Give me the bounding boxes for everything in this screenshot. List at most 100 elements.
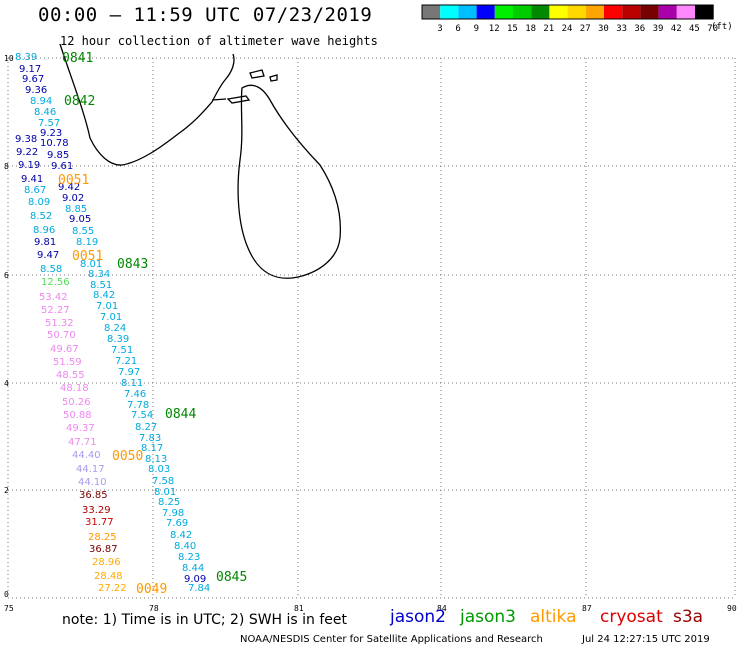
legend-jason2: jason2	[390, 607, 446, 627]
colorbar-label: 15	[507, 24, 518, 34]
colorbar-swatch	[622, 5, 641, 19]
track-time-label: 0844	[165, 407, 196, 422]
colorbar-swatch	[440, 5, 459, 19]
wave-height-label: 9.81	[34, 237, 56, 248]
wave-height-label: 7.69	[166, 518, 188, 529]
wave-height-label: 36.87	[89, 544, 118, 555]
colorbar-swatch	[458, 5, 477, 19]
sri-lanka-coastline	[237, 84, 342, 279]
wave-height-label: 8.40	[174, 541, 196, 552]
wave-height-label: 10.78	[40, 138, 69, 149]
wave-height-label: 28.48	[94, 571, 123, 582]
legend-jason3: jason3	[460, 607, 516, 627]
wave-height-label: 27.22	[98, 583, 127, 594]
wave-height-label: 48.18	[60, 383, 89, 394]
wave-height-label: 9.19	[18, 160, 40, 171]
colorbar-unit: (ft)	[711, 22, 733, 32]
track-time-label: 0843	[117, 257, 148, 272]
wave-height-label: 9.47	[37, 250, 59, 261]
colorbar-label: 36	[634, 24, 645, 34]
wave-height-label: 8.09	[28, 197, 50, 208]
wave-height-label: 8.96	[33, 225, 55, 236]
wave-height-label: 8.03	[148, 464, 170, 475]
colorbar-frame	[421, 4, 714, 20]
sri-lanka-india-coastline	[59, 43, 342, 279]
colorbar-label: 21	[543, 24, 554, 34]
wave-height-label: 7.58	[152, 476, 174, 487]
colorbar-label: 24	[562, 24, 573, 34]
colorbar: 3 6 9 12 15 18 21 24 27 30 33 36 39 42 45 70	[421, 4, 718, 34]
wave-height-label: 8.13	[145, 454, 167, 465]
colorbar-label: 70	[707, 24, 718, 34]
wave-height-label: 9.05	[69, 214, 91, 225]
colorbar-swatch	[476, 5, 495, 19]
wave-height-label: 7.51	[111, 345, 133, 356]
wave-height-label: 8.94	[30, 96, 52, 107]
wave-height-label: 48.55	[56, 370, 85, 381]
wave-height-label: 8.24	[104, 323, 126, 334]
colorbar-swatch	[422, 5, 441, 19]
colorbar-swatch	[549, 5, 568, 19]
credit-line: NOAA/NESDIS Center for Satellite Applica…	[240, 634, 543, 645]
colorbar-swatch	[658, 5, 677, 19]
wave-height-label: 9.36	[25, 85, 47, 96]
wave-height-label: 8.85	[65, 204, 87, 215]
colorbar-swatch	[513, 5, 532, 19]
jaffna-islet-1	[249, 69, 265, 79]
jaffna-islet-2	[269, 74, 278, 82]
x-tick-label: 87	[582, 604, 592, 613]
x-tick-label: 75	[4, 604, 14, 613]
wave-height-label: 9.61	[51, 161, 73, 172]
y-tick-label: 6	[4, 271, 9, 280]
wave-height-label: 9.38	[15, 134, 37, 145]
wave-height-label: 8.67	[24, 185, 46, 196]
map-subtitle: 12 hour collection of altimeter wave hei…	[60, 34, 378, 48]
y-tick-label: 10	[4, 54, 14, 63]
wave-height-label: 9.22	[16, 147, 38, 158]
wave-height-label: 7.78	[127, 400, 149, 411]
colorbar-swatch	[695, 5, 714, 19]
wave-height-label: 9.09	[184, 574, 206, 585]
wave-height-label: 8.01	[80, 259, 102, 270]
colorbar-swatch	[676, 5, 695, 19]
colorbar-swatch	[531, 5, 550, 19]
colorbar-swatch	[640, 5, 659, 19]
wave-height-label: 7.84	[188, 583, 210, 594]
colorbar-label: 6	[455, 24, 460, 34]
wave-height-marks: 8.399.179.679.368.948.467.579.239.38 10.7…	[15, 51, 247, 597]
wave-height-label: 50.88	[63, 410, 92, 421]
wave-height-label: 8.46	[34, 107, 56, 118]
colorbar-label: 18	[525, 24, 536, 34]
x-tick-label: 90	[727, 604, 737, 613]
wave-height-label: 8.42	[93, 290, 115, 301]
wave-height-label: 9.67	[22, 74, 44, 85]
legend-cryosat: cryosat	[600, 607, 663, 627]
colorbar-swatch	[567, 5, 586, 19]
footnote: note: 1) Time is in UTC; 2) SWH is in fe…	[62, 612, 348, 628]
colorbar-label: 3	[437, 24, 442, 34]
wave-height-label: 8.42	[170, 530, 192, 541]
track-time-label: 0841	[62, 51, 93, 66]
wave-height-label: 28.96	[92, 557, 121, 568]
wave-height-label: 8.17	[141, 443, 163, 454]
wave-height-label: 8.25	[158, 497, 180, 508]
wave-height-label: 7.98	[162, 508, 184, 519]
colorbar-label: 9	[474, 24, 479, 34]
track-time-label: 0050	[112, 449, 143, 464]
wave-height-label: 8.34	[88, 269, 110, 280]
wave-height-label: 36.85	[79, 490, 108, 501]
track-time-label: 0051	[72, 249, 103, 264]
colorbar-label: 45	[689, 24, 700, 34]
wave-height-label: 7.01	[100, 312, 122, 323]
wave-height-label: 53.42	[39, 292, 68, 303]
colorbar-label: 39	[653, 24, 664, 34]
wave-height-label: 7.57	[38, 118, 60, 129]
x-tick-label: 84	[437, 604, 447, 613]
credit-timestamp: Jul 24 12:27:15 UTC 2019	[582, 634, 710, 645]
wave-height-label: 9.23	[40, 128, 62, 139]
wave-height-label: 50.26	[62, 397, 91, 408]
india-coastline	[59, 43, 235, 166]
wave-height-label: 31.77	[85, 517, 114, 528]
